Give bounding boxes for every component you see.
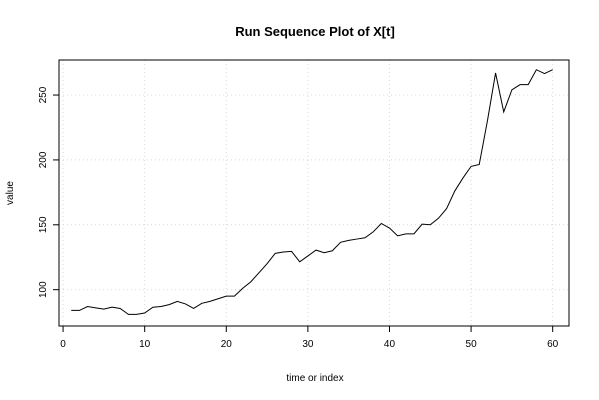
y-tick-label: 250 <box>38 86 49 103</box>
x-tick-label: 0 <box>60 339 66 350</box>
y-tick-label: 150 <box>38 216 49 233</box>
gridlines <box>59 60 569 326</box>
x-tick-label: 50 <box>466 339 478 350</box>
chart-title: Run Sequence Plot of X[t] <box>235 24 395 39</box>
y-axis: 100 150 200 250 <box>38 86 59 298</box>
x-tick-label: 10 <box>139 339 151 350</box>
x-tick-label: 30 <box>302 339 314 350</box>
x-tick-label: 20 <box>221 339 233 350</box>
y-tick-label: 200 <box>38 151 49 168</box>
y-tick-label: 100 <box>38 281 49 298</box>
x-axis-label: time or index <box>286 373 343 384</box>
series-line <box>71 69 553 315</box>
x-tick-label: 60 <box>547 339 559 350</box>
x-axis: 0 10 20 30 40 50 60 <box>60 326 559 350</box>
plot-frame <box>58 59 570 327</box>
x-tick-label: 40 <box>384 339 396 350</box>
y-axis-label: value <box>5 181 16 205</box>
